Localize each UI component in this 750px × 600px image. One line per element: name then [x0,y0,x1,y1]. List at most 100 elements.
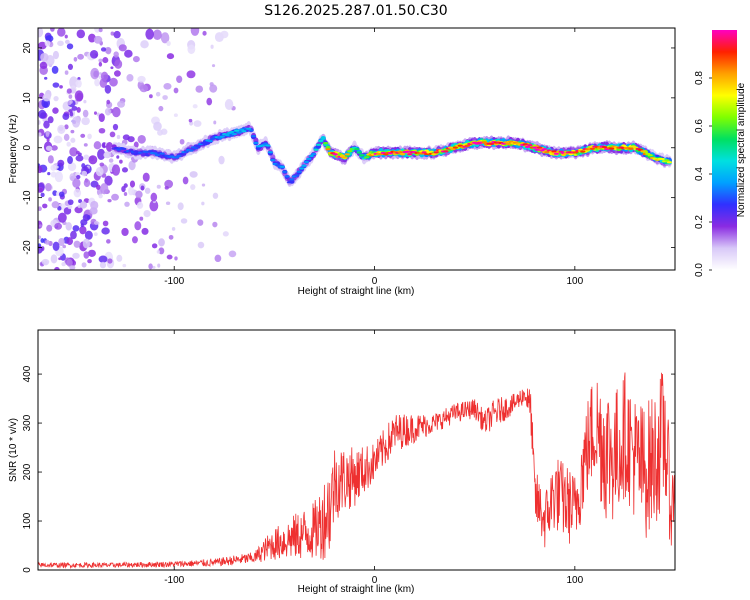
ridge-cell [301,164,307,167]
ridge-cell [433,151,439,154]
noise-blob [177,202,184,211]
noise-blob [67,156,73,164]
ridge-cell [404,150,410,153]
noise-blob [121,227,129,237]
noise-blob [99,261,107,269]
ridge-cell [210,137,216,141]
ridge-cell [248,129,254,132]
noise-blob [54,222,63,230]
x-tick-label: 100 [566,276,583,287]
noise-blob [187,44,196,55]
noise-blob [38,206,42,211]
ridge-cell [306,157,312,160]
ridge-cell [524,145,531,149]
noise-blob [51,65,59,74]
ridge-cell [397,151,403,154]
noise-blob [67,199,74,206]
spectrogram-x-ticks: -100 0 100 [164,28,584,287]
noise-blob [51,201,60,209]
noise-blob [116,134,121,140]
ridge-cell [294,174,300,177]
ridge-cell [219,135,225,138]
noise-blob [158,105,164,112]
noise-blob [89,50,99,59]
x-tick-label: 0 [372,575,378,586]
ridge-cell [133,150,139,153]
noise-blob [99,162,105,167]
ridge-cell [323,142,329,145]
noise-blob [52,241,60,252]
ridge-cell [241,130,247,133]
noise-blob [50,254,58,264]
noise-blob [228,250,237,258]
noise-blob [79,201,88,209]
noise-blob [64,39,70,45]
noise-blob [165,201,171,206]
spectral-ridge [111,121,672,187]
noise-blob [52,82,60,88]
noise-blob [190,184,196,190]
snr-plot-area [38,330,675,570]
noise-blob [44,40,51,47]
noise-blob [214,254,222,263]
noise-blob [93,35,103,44]
noise-blob [98,255,108,263]
noise-blob [38,245,43,254]
noise-blob [73,188,82,198]
ridge-cell [299,167,305,170]
noise-blob [155,91,161,97]
noise-blob [44,239,50,245]
noise-blob [197,241,205,249]
noise-blob [38,28,44,38]
noise-blob [74,90,84,102]
noise-blob [179,138,185,145]
noise-blob [72,252,80,259]
ridge-cell [193,147,199,150]
noise-blob [74,206,83,214]
ridge-cell [121,147,127,150]
spectrogram-y-axis-label: Frequency (Hz) [8,115,19,184]
noise-blob [124,49,133,58]
noise-blob [139,216,144,221]
ridge-cell [589,147,596,150]
noise-blob [76,29,86,39]
noise-blob [67,204,73,210]
ridge-cell [308,154,314,158]
noise-blob [118,44,127,52]
noise-blob [45,145,53,151]
noise-blob [80,133,86,138]
noise-blob [190,28,200,36]
noise-blob [93,70,99,78]
noise-blob [202,30,207,36]
ridge-cell [344,153,350,156]
figure-title: S126.2025.287.01.50.C30 [264,3,447,19]
noise-blob [38,132,42,137]
noise-blob [113,51,119,58]
noise-blob [69,173,76,182]
noise-blob [64,34,68,39]
noise-blob [38,165,43,174]
noise-blob [95,166,104,177]
ridge-cell [399,153,406,156]
ridge-cell [178,153,185,156]
noise-blob [70,129,75,134]
noise-blob [104,84,112,94]
ridge-cell [315,144,322,149]
x-tick-label: -100 [164,575,184,586]
noise-blob [218,155,225,165]
noise-blob [45,131,50,137]
colorbar-tick-label: 0.4 [694,167,705,181]
noise-blob [109,77,118,87]
noise-blob [212,221,218,228]
noise-blob [39,61,48,70]
noise-blob [148,94,153,99]
snr-series-line [38,372,675,570]
ridge-cell [332,153,338,156]
noise-blob [151,265,156,269]
noise-blob [110,66,114,70]
colorbar-ticks: 0.0 0.2 0.4 0.6 0.8 [694,71,712,277]
ridge-cell [342,156,348,159]
noise-blob [83,143,88,147]
noise-blob [70,137,76,143]
ridge-cell [320,137,326,140]
